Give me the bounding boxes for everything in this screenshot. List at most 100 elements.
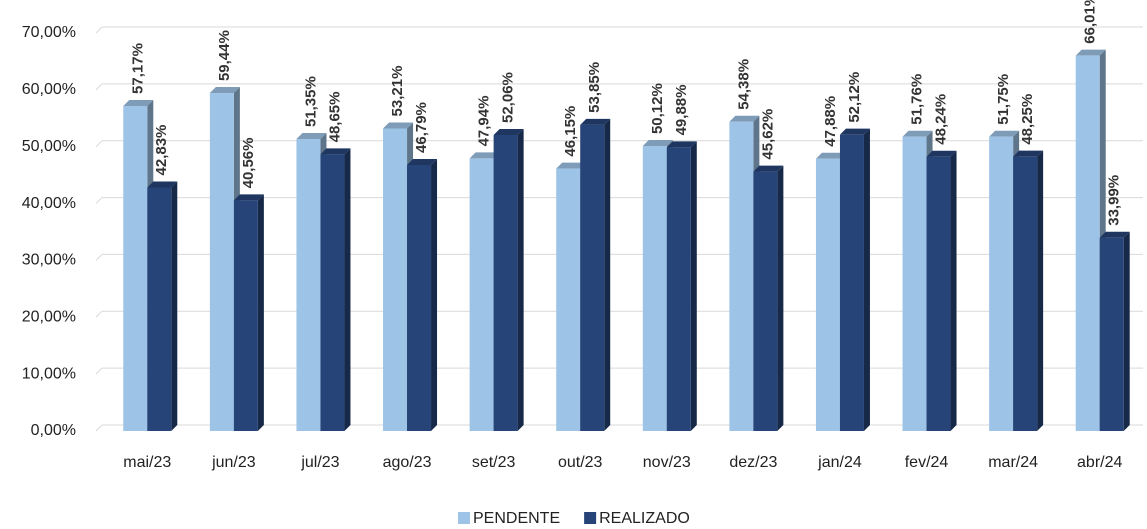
value-label: 53,21%	[389, 66, 406, 117]
bar	[493, 135, 518, 431]
x-tick-label: dez/23	[729, 454, 777, 471]
bar-top	[989, 130, 1020, 137]
bar-side	[344, 148, 351, 431]
legend-swatch	[458, 512, 470, 524]
grid-line-depth	[95, 424, 103, 432]
bar	[320, 154, 345, 431]
bar-top	[296, 133, 327, 140]
bar-top	[493, 129, 524, 136]
y-tick-label: 60,00%	[22, 81, 76, 98]
bar-top	[753, 165, 784, 172]
bar	[1099, 237, 1124, 431]
bar	[1013, 156, 1038, 431]
grid-line-depth	[95, 83, 103, 91]
value-label: 51,35%	[302, 76, 319, 127]
bar	[666, 147, 691, 431]
x-tick-label: nov/23	[643, 454, 691, 471]
y-tick-label: 0,00%	[31, 422, 76, 439]
bar-top	[902, 130, 933, 137]
bar	[580, 124, 605, 432]
bar-side	[604, 118, 611, 432]
value-label: 45,62%	[759, 109, 776, 160]
value-label: 33,99%	[1106, 175, 1123, 226]
bar	[729, 121, 754, 432]
bar-top	[383, 122, 414, 129]
grid-line-depth	[95, 310, 103, 318]
y-tick-label: 70,00%	[22, 24, 76, 41]
bar	[926, 156, 951, 432]
x-tick-label: jul/23	[300, 454, 339, 471]
bar-side	[777, 165, 784, 431]
bar-side	[1037, 150, 1044, 431]
bar-top	[320, 148, 351, 155]
bar	[815, 158, 840, 431]
y-tick-label: 10,00%	[22, 365, 76, 382]
bar-top	[815, 152, 846, 159]
bar	[989, 136, 1014, 431]
value-label: 46,79%	[413, 102, 430, 153]
grid-line-depth	[95, 140, 103, 148]
bar-top	[556, 162, 587, 169]
bar-top	[1013, 150, 1044, 157]
grid-line-depth	[95, 197, 103, 204]
value-label: 53,85%	[586, 62, 603, 113]
bar	[233, 200, 258, 431]
bar	[296, 139, 321, 431]
bar	[753, 171, 778, 431]
bar	[556, 168, 581, 431]
value-label: 57,17%	[129, 43, 146, 94]
y-tick-label: 50,00%	[22, 138, 76, 155]
bar-top	[407, 158, 438, 165]
bar-top	[123, 99, 154, 106]
bar	[642, 146, 667, 432]
bar-top	[233, 194, 264, 201]
bar	[902, 136, 927, 431]
bar-top	[1075, 49, 1106, 56]
value-label: 59,44%	[216, 30, 233, 81]
value-label: 52,06%	[500, 72, 517, 123]
value-label: 51,76%	[909, 74, 926, 125]
x-tick-label: mar/24	[988, 454, 1038, 471]
bar-top	[147, 181, 178, 188]
x-tick-label: fev/24	[905, 454, 949, 471]
bar-side	[863, 128, 870, 431]
bar-top	[209, 87, 240, 94]
bar-top	[926, 150, 957, 157]
value-label: 49,88%	[673, 85, 690, 136]
value-label: 42,83%	[153, 125, 170, 176]
bar-side	[171, 181, 178, 431]
bar	[839, 134, 864, 431]
value-label: 51,75%	[995, 74, 1012, 125]
x-tick-label: mai/23	[123, 454, 171, 471]
bar-side	[517, 129, 524, 431]
value-label: 48,24%	[933, 94, 950, 145]
bar-top	[469, 152, 500, 159]
legend-swatch	[584, 512, 597, 524]
y-tick-label: 30,00%	[22, 252, 76, 269]
legend-label: REALIZADO	[599, 510, 690, 527]
x-tick-label: ago/23	[383, 454, 432, 471]
grid-line-depth	[95, 254, 103, 261]
bar-top	[1099, 231, 1130, 238]
x-tick-label: out/23	[558, 454, 603, 471]
bar	[209, 93, 234, 432]
x-tick-label: set/23	[472, 454, 516, 471]
bar-top	[666, 141, 697, 148]
x-tick-label: abr/24	[1077, 454, 1122, 471]
value-label: 66,01%	[1082, 0, 1099, 44]
bar	[469, 158, 494, 431]
x-tick-label: jan/24	[817, 454, 862, 471]
bar	[1075, 55, 1100, 431]
y-tick-label: 40,00%	[22, 195, 76, 212]
grid-line-depth	[95, 26, 103, 34]
value-label: 46,15%	[562, 106, 579, 157]
bar	[383, 128, 408, 432]
value-label: 47,88%	[822, 96, 839, 147]
bar	[407, 164, 432, 431]
grid-line-depth	[95, 367, 103, 375]
bar-side	[690, 141, 697, 431]
bar-top	[839, 128, 870, 135]
bar-side	[257, 194, 264, 431]
y-tick-label: 20,00%	[22, 309, 76, 326]
bar-top	[729, 115, 760, 122]
